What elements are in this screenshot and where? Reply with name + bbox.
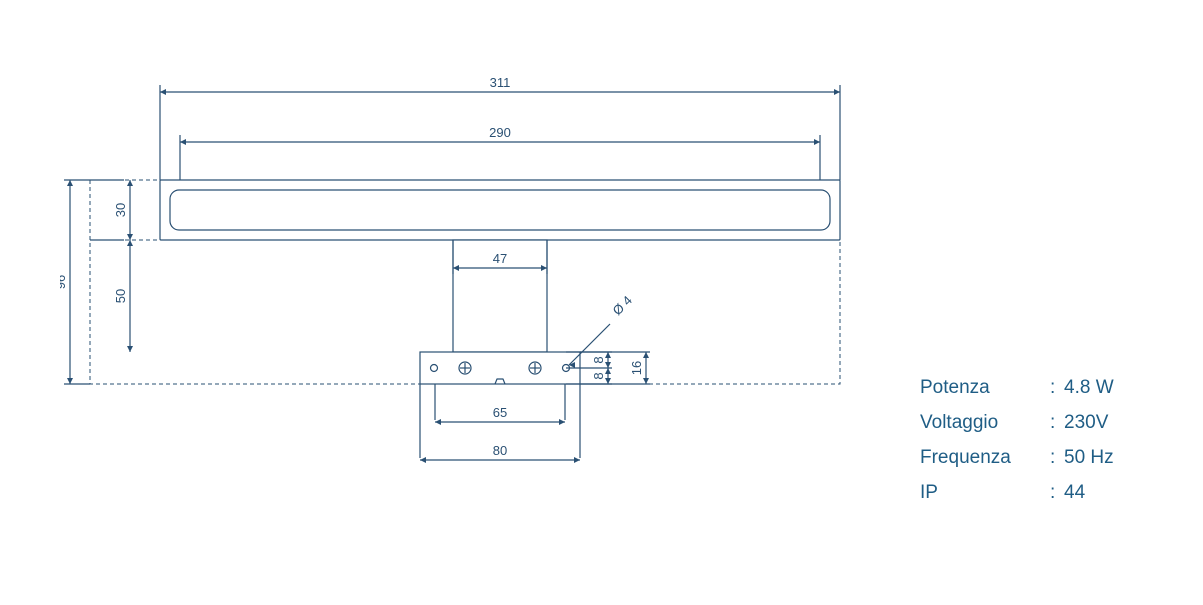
spec-colon: : xyxy=(1050,370,1064,405)
spec-colon: : xyxy=(1050,440,1064,475)
technical-drawing: 311 290 47 65 80 30 50 96 16 8 8 Ø 4 xyxy=(60,70,860,510)
spec-row: Frequenza: 50 Hz xyxy=(920,440,1114,475)
svg-text:311: 311 xyxy=(490,75,511,90)
specs-table: Potenza: 4.8 WVoltaggio: 230VFrequenza: … xyxy=(920,370,1114,511)
spec-row: Potenza: 4.8 W xyxy=(920,370,1114,405)
spec-row: IP: 44 xyxy=(920,475,1114,510)
svg-text:50: 50 xyxy=(113,289,128,303)
svg-text:80: 80 xyxy=(493,443,507,458)
svg-text:16: 16 xyxy=(629,361,644,375)
spec-row: Voltaggio: 230V xyxy=(920,405,1114,440)
spec-label: Voltaggio xyxy=(920,405,1050,440)
svg-text:30: 30 xyxy=(113,203,128,217)
drawing-svg: 311 290 47 65 80 30 50 96 16 8 8 Ø 4 xyxy=(60,70,860,510)
spec-value: 50 Hz xyxy=(1064,440,1114,475)
svg-text:290: 290 xyxy=(489,125,511,140)
svg-text:47: 47 xyxy=(493,251,507,266)
svg-text:96: 96 xyxy=(60,275,68,289)
spec-label: Potenza xyxy=(920,370,1050,405)
spec-colon: : xyxy=(1050,405,1064,440)
spec-colon: : xyxy=(1050,475,1064,510)
spec-value: 44 xyxy=(1064,475,1085,510)
svg-text:Ø 4: Ø 4 xyxy=(610,293,635,318)
spec-label: Frequenza xyxy=(920,440,1050,475)
spec-value: 230V xyxy=(1064,405,1108,440)
svg-text:8: 8 xyxy=(591,356,606,363)
svg-text:8: 8 xyxy=(591,372,606,379)
svg-text:65: 65 xyxy=(493,405,507,420)
spec-label: IP xyxy=(920,475,1050,510)
spec-value: 4.8 W xyxy=(1064,370,1114,405)
